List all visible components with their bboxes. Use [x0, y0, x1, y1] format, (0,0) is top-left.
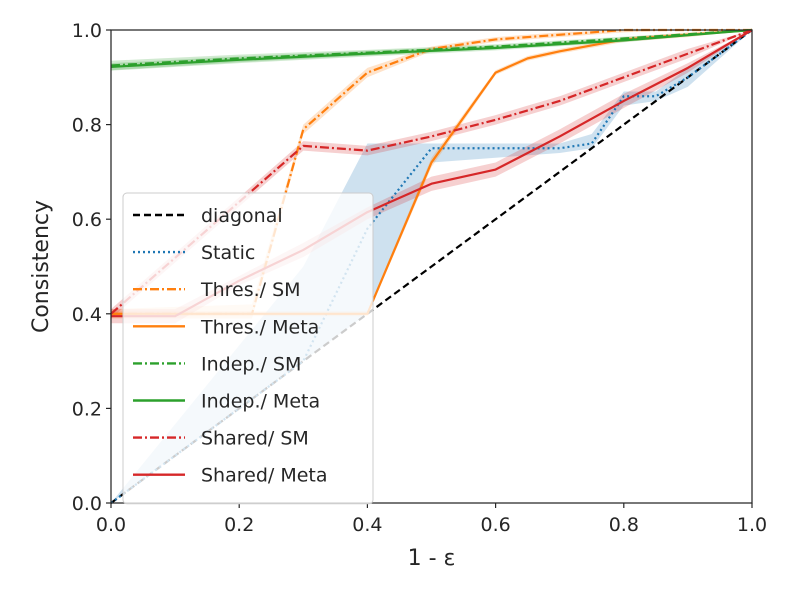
line-indep-meta: [110, 28, 753, 68]
x-tick-label: 0.0: [96, 514, 126, 536]
legend-label-indep-meta: Indep./ Meta: [201, 391, 320, 413]
legend-label-thres-meta: Thres./ Meta: [200, 316, 319, 338]
x-tick-label: 0.6: [480, 514, 510, 536]
y-tick-label: 1.0: [72, 20, 102, 42]
series-lines: [110, 28, 753, 504]
x-tick-label: 0.8: [609, 514, 639, 536]
legend-label-thres-sm: Thres./ SM: [200, 279, 301, 301]
line-static: [110, 29, 753, 504]
line-thres-sm: [111, 28, 752, 315]
x-tick-label: 1.0: [737, 514, 767, 536]
x-tick-label: 0.4: [352, 514, 382, 536]
line-indep-sm: [110, 28, 753, 67]
band-shared-meta: [111, 30, 752, 324]
y-tick-label: 0.6: [72, 209, 102, 231]
legend-box: [122, 192, 374, 505]
x-tick-label: 0.2: [224, 514, 254, 536]
y-tick-label: 0.2: [72, 398, 102, 420]
x-axis-label: 1 - ε: [408, 546, 456, 571]
y-tick-label: 0.4: [72, 304, 102, 326]
y-axis-label: Consistency: [29, 200, 54, 333]
legend-label-shared-sm: Shared/ SM: [201, 428, 309, 450]
legend-label-diagonal: diagonal: [201, 205, 283, 227]
axis-ticks: 0.0 0.2 0.4 0.6 0.8 1.0 0.0 0.2 0.4 0.6 0.8 1.0: [72, 20, 767, 536]
y-tick-label: 0.0: [72, 493, 102, 515]
y-tick-label: 0.8: [72, 115, 102, 137]
legend-label-indep-sm: Indep./ SM: [201, 353, 301, 375]
legend-label-shared-meta: Shared/ Meta: [201, 465, 328, 487]
plot-frame: [110, 29, 753, 504]
line-shared-sm: [110, 28, 753, 315]
legend-label-static: Static: [201, 242, 255, 264]
legend: diagonal Static Thres./ SM Thres./ Meta Inde…: [122, 192, 374, 505]
